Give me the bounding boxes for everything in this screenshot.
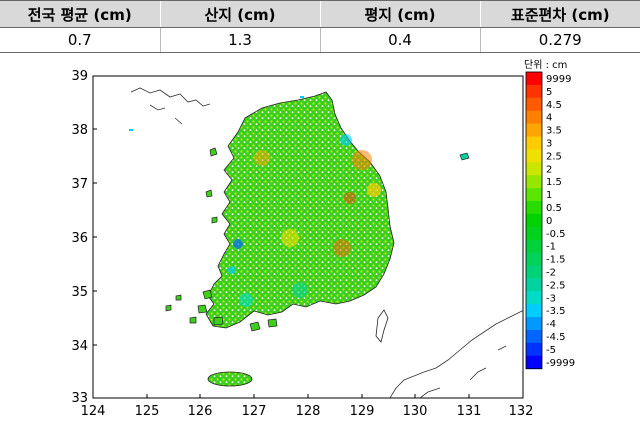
legend-label: 4.5	[546, 100, 562, 111]
legend-swatches	[525, 71, 543, 370]
korean-peninsula	[205, 91, 395, 329]
axis-tick-marks	[93, 128, 470, 398]
jeju-island	[207, 371, 253, 387]
legend-swatch	[526, 278, 542, 292]
ulleung-island	[459, 152, 470, 161]
header-national-average: 전국 평균 (cm)	[0, 0, 160, 28]
legend-frame	[525, 71, 543, 370]
header-std-dev: 표준편차 (cm)	[479, 0, 640, 28]
legend-label: -1	[546, 242, 556, 253]
map-land	[129, 87, 523, 398]
legend-label: 5	[546, 87, 552, 98]
y-tick-label: 37	[71, 177, 88, 192]
tsushima-island	[375, 309, 389, 343]
legend-swatch	[526, 291, 542, 305]
y-tick-label: 38	[71, 123, 88, 138]
legend-swatch	[526, 110, 542, 124]
legend-swatch	[526, 149, 542, 163]
legend-label: 2	[546, 164, 552, 175]
legend-label: 0	[546, 216, 552, 227]
summary-table: 전국 평균 (cm) 산지 (cm) 평지 (cm) 표준편차 (cm) 0.7…	[0, 0, 640, 53]
x-tick-label: 130	[403, 404, 428, 419]
legend-label: 9999	[546, 74, 571, 85]
legend-label: -9999	[546, 358, 575, 369]
legend-swatch	[526, 97, 542, 112]
value-std-dev: 0.279	[479, 27, 640, 53]
legend-label: 2.5	[546, 151, 562, 162]
legend-swatch	[526, 239, 542, 253]
legend-label: -0.5	[546, 229, 566, 240]
japan-coastline	[389, 310, 523, 398]
legend-swatch	[526, 84, 542, 99]
legend-swatch	[526, 317, 542, 331]
legend-label: -1.5	[546, 255, 566, 266]
y-tick-label: 33	[71, 391, 88, 406]
x-tick-label: 131	[457, 404, 482, 419]
legend-swatch	[526, 342, 542, 357]
legend-title: 단위 : cm	[524, 58, 567, 71]
legend-swatch	[526, 330, 542, 344]
legend-swatch	[526, 226, 542, 241]
legend-label: 1.5	[546, 177, 562, 188]
southern-islands	[165, 289, 278, 332]
legend-label: -4	[546, 319, 556, 330]
legend-label: 3	[546, 138, 552, 149]
legend-swatch	[526, 123, 542, 137]
legend-label: -4.5	[546, 332, 566, 343]
x-tick-label: 127	[242, 404, 267, 419]
legend-label: 4	[546, 113, 552, 124]
legend-label: -3	[546, 293, 556, 304]
value-plain: 0.4	[319, 27, 480, 53]
legend-label: 3.5	[546, 126, 562, 137]
header-plain: 평지 (cm)	[319, 0, 480, 28]
legend-labels: 9999 5 4.5 4 3.53 2.5 2 1.5 1 0.5 0 -0.5 -1 -1.5-2 -2.…	[546, 74, 575, 369]
legend-swatch	[526, 175, 542, 189]
summary-value-row: 0.7 1.3 0.4 0.279	[0, 27, 640, 53]
legend-swatch	[526, 304, 542, 318]
legend-swatch	[526, 72, 542, 86]
color-legend: 단위 : cm 9999 5 4.5 4 3.53 2.5 2 1.5 1 0.5 0 -0.5 -1 -…	[524, 58, 575, 370]
y-tick-label: 35	[71, 285, 88, 300]
legend-label: 0.5	[546, 203, 562, 214]
legend-label: 1	[546, 190, 552, 201]
legend-label: -5	[546, 345, 556, 356]
legend-label: -2.5	[546, 280, 566, 291]
north-coastline	[130, 87, 211, 107]
x-tick-label: 128	[296, 404, 321, 419]
header-mountain: 산지 (cm)	[159, 0, 320, 28]
legend-swatch	[526, 188, 542, 202]
x-tick-label: 132	[509, 404, 534, 419]
value-mountain: 1.3	[159, 27, 320, 53]
legend-swatch	[526, 201, 542, 215]
legend-swatch	[526, 355, 542, 370]
legend-label: -2	[546, 267, 556, 278]
legend-swatch	[526, 162, 542, 176]
x-axis-labels: 124 125 126 127 128 129 130 131 132	[81, 404, 534, 419]
x-tick-label: 129	[350, 404, 375, 419]
value-national-average: 0.7	[0, 27, 160, 53]
x-tick-label: 124	[81, 404, 106, 419]
x-tick-label: 126	[188, 404, 213, 419]
y-tick-label: 36	[71, 231, 88, 246]
x-tick-label: 125	[135, 404, 160, 419]
legend-label: -3.5	[546, 306, 566, 317]
legend-swatch	[526, 252, 542, 266]
summary-header-row: 전국 평균 (cm) 산지 (cm) 평지 (cm) 표준편차 (cm)	[0, 0, 640, 28]
legend-swatch	[526, 213, 542, 228]
legend-swatch	[526, 136, 542, 150]
y-axis-labels: 39 38 37 36 35 34 33	[71, 69, 88, 406]
y-tick-label: 39	[71, 69, 88, 84]
legend-swatch	[526, 265, 542, 279]
y-tick-label: 34	[71, 339, 88, 354]
